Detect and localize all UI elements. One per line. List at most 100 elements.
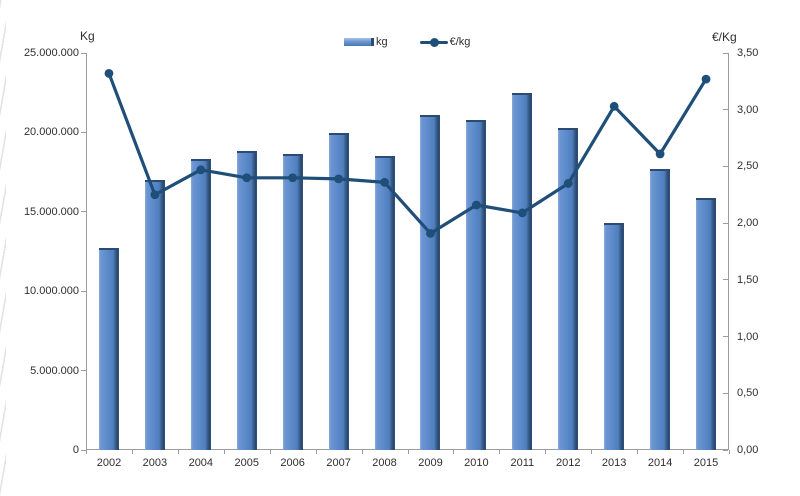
bar-2007 [328,133,349,450]
line-marker-icon [429,37,439,47]
legend-label-kg: kg [376,36,388,48]
x-axis-label-2005: 2005 [234,457,259,469]
x-axis-tick [177,450,179,454]
x-axis-label-2014: 2014 [647,457,673,469]
left-axis-tick [81,211,86,213]
price-marker-2014 [655,149,665,159]
price-marker-2007 [334,174,344,184]
price-marker-2004 [196,165,206,175]
x-axis-tick [361,450,363,454]
x-axis-tick [223,450,225,454]
right-y-axis [728,53,729,450]
right-axis-tick-label: 3,00 [737,103,759,116]
left-axis-tick-label: 20.000.000 [23,126,79,139]
right-axis-tick [723,392,728,394]
bar-2015 [696,197,717,450]
x-axis-label-2013: 2013 [601,457,627,469]
legend-item-price: €/kg [419,36,471,48]
price-marker-2012 [563,179,573,188]
left-y-axis [86,53,87,450]
price-marker-2009 [426,228,435,238]
x-axis-tick [545,450,547,454]
bar-swatch-icon [344,38,374,46]
x-axis-label-2003: 2003 [142,457,168,469]
bar-2010 [466,120,487,450]
x-axis-label-2011: 2011 [510,457,535,469]
bar-2013 [604,222,625,450]
right-axis-tick-label: 0,50 [737,387,759,400]
x-axis-label-2002: 2002 [96,457,122,469]
plot-area [81,52,730,454]
x-axis-tick [729,450,730,454]
x-axis-tick [637,450,639,454]
left-axis-tick-label: 0 [72,444,79,456]
right-axis-tick [723,279,728,281]
price-marker-2011 [517,208,527,218]
x-axis-tick [591,450,593,454]
x-axis-tick [683,450,685,454]
x-axis-tick [499,450,501,454]
right-axis-tick-label: 1,50 [737,273,759,286]
right-axis-tick-label: 3,50 [737,47,759,59]
x-axis-label-2009: 2009 [418,457,443,469]
bar-2012 [558,127,579,450]
right-axis-tick-label: 1,00 [737,330,759,343]
right-axis-tick [723,449,728,451]
right-axis-tick [723,222,728,224]
price-marker-2006 [288,173,298,183]
price-line-layer [104,69,711,238]
left-axis-tick [81,52,86,54]
line-swatch-icon [419,37,448,47]
perforated-edge-decoration [0,0,6,496]
bar-2014 [650,168,671,450]
bar-2009 [420,114,441,450]
right-axis-tick [723,52,728,54]
price-marker-2008 [380,177,389,187]
x-axis-label-2010: 2010 [464,457,489,469]
right-axis-tick-label: 0,00 [737,444,759,456]
price-marker-2010 [471,200,481,210]
bar-2011 [512,93,533,450]
left-axis-tick [81,131,86,133]
price-marker-2015 [701,74,711,84]
bar-2002 [98,248,119,450]
left-axis-tick-label: 5.000.000 [30,364,79,377]
price-marker-2003 [150,190,160,200]
x-axis-tick [453,450,455,454]
x-axis-label-2007: 2007 [326,457,351,469]
right-axis-tick [723,336,728,338]
right-axis-tick-label: 2,50 [737,160,759,173]
x-axis-tick [407,450,409,454]
x-axis-tick [315,450,317,454]
bar-2003 [144,180,165,450]
x-axis-tick [86,450,87,454]
price-marker-2005 [242,173,252,183]
right-axis-tick [723,109,728,111]
x-axis-label-2015: 2015 [693,457,719,469]
legend-item-kg: kg [344,36,388,48]
left-axis-tick-label: 25.000.000 [23,47,79,59]
legend: kg €/kg [344,36,470,48]
x-axis-tick [131,450,133,454]
left-axis-tick [81,370,86,372]
price-line [107,71,708,235]
bar-2008 [374,156,395,450]
price-marker-2002 [104,69,114,78]
left-axis-tick [81,449,86,451]
left-axis-title: Kg [80,29,95,43]
x-axis [86,449,729,450]
legend-label-price: €/kg [449,36,471,48]
bar-2006 [282,153,303,450]
left-axis-tick-label: 15.000.000 [23,205,79,218]
x-axis-label-2008: 2008 [372,457,397,469]
price-marker-2013 [609,101,619,111]
left-axis-tick [81,290,86,292]
x-axis-tick [269,450,271,454]
x-axis-label-2004: 2004 [188,457,214,469]
right-axis-tick [723,165,728,167]
right-axis-title: €/Kg [712,30,737,44]
x-axis-label-2012: 2012 [556,457,581,469]
x-axis-label-2006: 2006 [280,457,305,469]
bar-2004 [190,159,211,450]
